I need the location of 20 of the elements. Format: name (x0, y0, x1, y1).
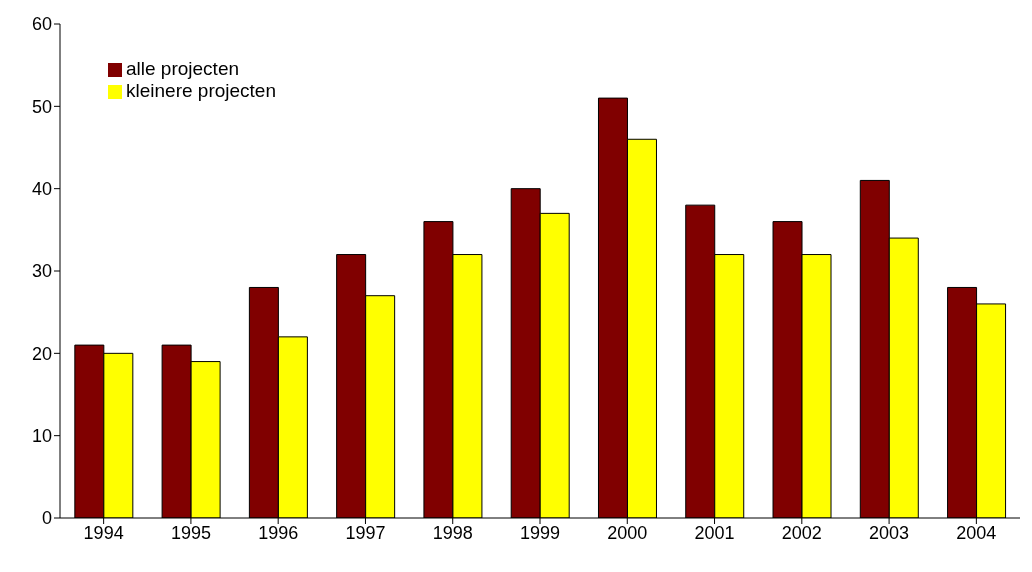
x-tick-label: 1997 (345, 522, 386, 543)
x-tick-label: 2003 (869, 522, 910, 543)
x-tick-label: 1999 (519, 522, 561, 543)
y-tick-label: 10 (31, 426, 52, 447)
legend-label: alle projecten (126, 58, 240, 79)
legend-label: kleinere projecten (126, 80, 276, 101)
y-tick-label: 20 (31, 343, 52, 364)
x-tick-label: 2001 (694, 522, 735, 543)
y-tick-label: 50 (31, 96, 52, 117)
x-tick-label: 1998 (432, 522, 473, 543)
x-tick-label: 2000 (607, 522, 648, 543)
x-tick-label: 1995 (170, 522, 211, 543)
x-tick-label: 1994 (83, 522, 124, 543)
y-tick-label: 0 (41, 508, 52, 529)
y-tick-label: 60 (31, 14, 52, 35)
x-tick-label: 1996 (258, 522, 299, 543)
y-tick-label: 30 (31, 261, 52, 282)
x-tick-label: 2004 (956, 522, 997, 543)
x-tick-label: 2002 (781, 522, 822, 543)
y-tick-label: 40 (31, 179, 52, 200)
